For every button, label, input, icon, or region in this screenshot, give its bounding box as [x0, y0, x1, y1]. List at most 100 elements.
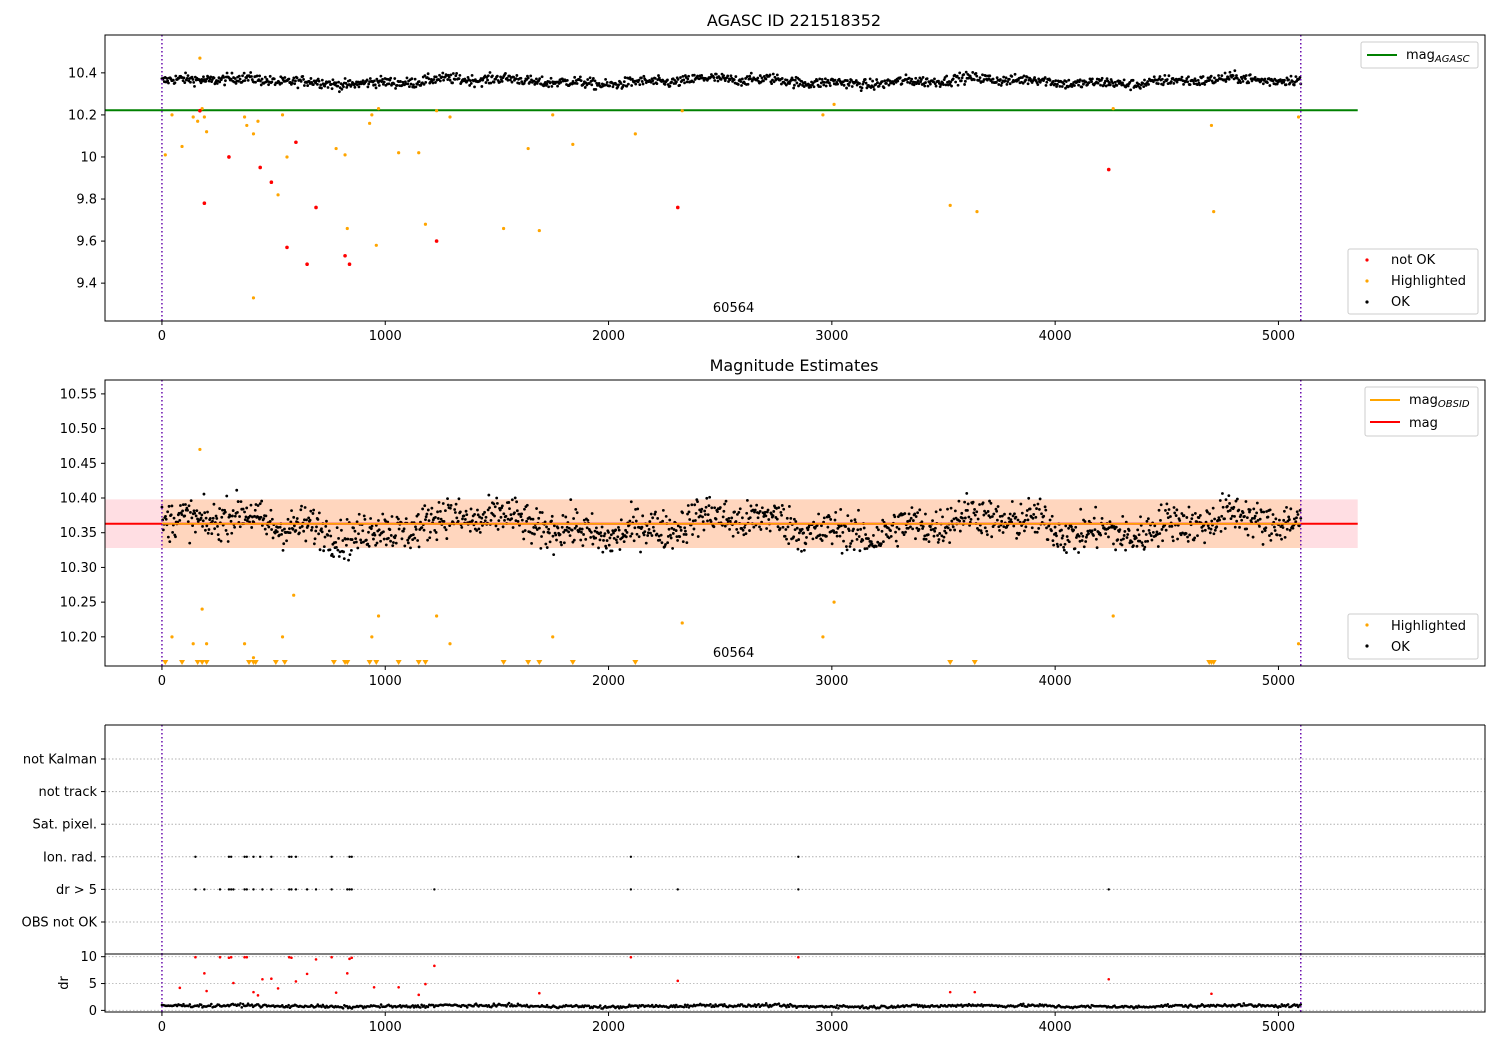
below-axis-marker: [330, 660, 337, 665]
dr-point: [1241, 1004, 1244, 1008]
ok-point: [1159, 503, 1163, 507]
ok-point: [495, 496, 499, 500]
ok-point: [1187, 75, 1190, 79]
ok-point: [610, 549, 614, 553]
ok-point: [1038, 497, 1042, 501]
ok-point: [409, 82, 413, 86]
ok-point: [427, 519, 431, 523]
ok-point: [1020, 511, 1024, 515]
ok-point: [612, 536, 616, 540]
ok-point: [857, 508, 860, 512]
ok-point: [988, 74, 992, 78]
ok-point: [679, 525, 682, 529]
ok-point: [1219, 529, 1223, 533]
ok-point: [1201, 75, 1205, 78]
ok-point: [1125, 536, 1129, 539]
ok-point: [1224, 498, 1228, 502]
ok-point: [909, 525, 912, 529]
ok-point: [963, 516, 967, 520]
ok-point: [815, 524, 819, 527]
ok-point: [611, 529, 615, 532]
ok-point: [768, 529, 772, 533]
ok-point: [1217, 516, 1221, 520]
ok-point: [1207, 526, 1211, 530]
ok-point: [820, 539, 824, 542]
ok-point: [749, 77, 752, 80]
ok-point: [509, 513, 513, 517]
dr-point: [835, 1004, 839, 1007]
ok-point: [966, 508, 969, 512]
ok-point: [922, 537, 926, 541]
ok-point: [181, 79, 185, 83]
ok-point: [311, 512, 315, 515]
ok-point: [1172, 81, 1176, 85]
ok-point: [1136, 528, 1140, 532]
ok-point: [543, 520, 547, 524]
ok-point: [507, 501, 511, 504]
ok-point: [692, 527, 696, 531]
ok-point: [739, 80, 743, 83]
ok-point: [622, 83, 625, 87]
ok-point: [590, 530, 593, 534]
ok-point: [1274, 517, 1278, 521]
ok-point: [289, 520, 293, 524]
ok-point: [1260, 530, 1264, 534]
ok-point: [889, 529, 892, 532]
ok-point: [832, 531, 836, 534]
ok-point: [357, 85, 361, 89]
legend-highlighted-label-2: Highlighted: [1391, 619, 1466, 634]
ok-point: [1282, 518, 1286, 522]
ok-point: [675, 535, 679, 539]
dr-over-5-point: [629, 955, 633, 959]
ok-point: [973, 513, 977, 517]
ok-point: [788, 82, 791, 85]
ok-point: [1019, 502, 1023, 506]
ok-point: [593, 529, 597, 533]
ok-point: [571, 540, 575, 544]
ok-point: [1067, 540, 1071, 544]
ok-point: [1182, 514, 1186, 517]
ok-point: [340, 528, 343, 532]
ok-point: [1245, 516, 1249, 520]
ok-point: [414, 85, 418, 89]
magnitude-estimates-plot-area: 0 1000 2000 3000 4000 500010.2010.2510.3010.3…: [60, 379, 1486, 689]
ok-point: [1067, 526, 1070, 530]
ok-point: [499, 75, 502, 79]
ok-point: [946, 526, 950, 530]
ok-point: [752, 525, 756, 529]
ok-point: [548, 540, 552, 544]
ok-point: [591, 542, 595, 546]
ok-point: [438, 73, 441, 77]
ok-point: [906, 80, 909, 84]
ok-point: [676, 77, 680, 81]
ok-point: [1030, 526, 1034, 530]
ok-point: [682, 532, 686, 536]
ok-point: [523, 529, 527, 532]
ok-point: [280, 81, 284, 85]
ok-point: [552, 524, 556, 528]
ok-point: [1285, 505, 1288, 509]
ok-point: [212, 76, 216, 80]
ok-point: [599, 534, 603, 538]
dr-over-5-point: [178, 986, 182, 990]
flag-point: [433, 888, 436, 891]
agasc-xtick-label: 4000: [1039, 329, 1072, 344]
ok-point: [396, 517, 400, 521]
ok-point: [1090, 529, 1094, 533]
ok-point: [649, 512, 653, 516]
ok-point: [424, 515, 428, 519]
ok-point: [218, 507, 222, 510]
ok-point: [243, 79, 247, 82]
ok-point: [657, 534, 661, 538]
ok-point: [334, 81, 338, 85]
ok-point: [1285, 527, 1289, 531]
ok-point: [444, 509, 447, 512]
ok-point: [963, 79, 967, 83]
ok-point: [1252, 507, 1256, 511]
dr-ylabel: dr: [57, 976, 72, 990]
highlighted-point: [191, 115, 195, 119]
ok-point: [1055, 542, 1059, 546]
ok-point: [1186, 539, 1190, 543]
ok-point: [1064, 80, 1068, 83]
ok-point: [1000, 514, 1004, 518]
